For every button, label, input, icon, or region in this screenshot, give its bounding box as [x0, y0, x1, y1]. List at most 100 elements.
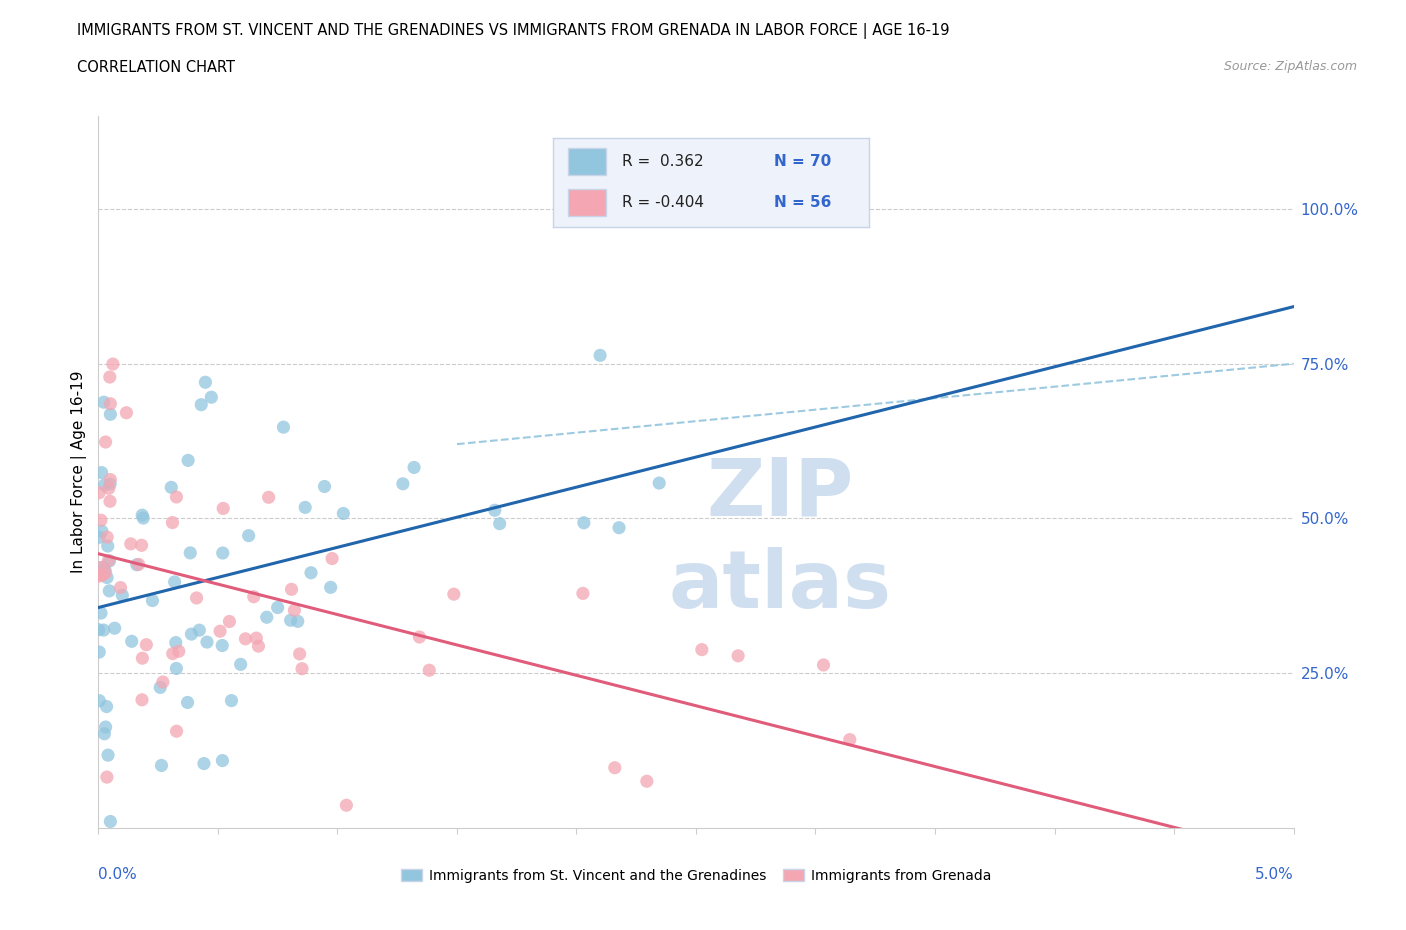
Point — [89, 644, 111, 659]
Y-axis label: In Labor Force | Age 16-19: In Labor Force | Age 16-19 — [72, 371, 87, 573]
Point — [299, 565, 322, 580]
Point — [94, 563, 117, 578]
Point — [280, 582, 302, 597]
Point — [89, 530, 111, 545]
Point — [636, 774, 658, 789]
Point — [120, 537, 142, 551]
Point — [165, 635, 187, 650]
Point — [838, 732, 860, 747]
Point — [166, 724, 188, 738]
Point — [96, 770, 118, 785]
Point — [648, 475, 671, 490]
Point — [152, 674, 174, 689]
Point — [110, 580, 132, 595]
Point — [90, 605, 112, 620]
Point — [111, 588, 134, 603]
Point — [163, 575, 186, 590]
Point — [98, 494, 121, 509]
Point — [167, 644, 190, 658]
Point — [280, 613, 302, 628]
Point — [291, 661, 314, 676]
Point — [128, 557, 150, 572]
Point — [418, 663, 440, 678]
Point — [97, 748, 120, 763]
Point — [93, 394, 115, 409]
Point — [97, 481, 120, 496]
Point — [97, 538, 120, 553]
Point — [727, 648, 749, 663]
Point — [211, 546, 233, 561]
Point — [408, 630, 430, 644]
Point — [131, 538, 153, 552]
Point — [97, 553, 120, 568]
Point — [257, 490, 280, 505]
Point — [209, 624, 232, 639]
Point — [572, 515, 595, 530]
Point — [91, 560, 114, 575]
Point — [131, 508, 153, 523]
Point — [242, 590, 264, 604]
Point — [90, 465, 112, 480]
Point — [283, 603, 305, 618]
Point — [98, 583, 121, 598]
Point — [195, 634, 218, 649]
Point — [150, 758, 173, 773]
Point — [166, 489, 188, 504]
Point — [96, 570, 118, 585]
Point — [131, 651, 153, 666]
Point — [135, 637, 157, 652]
Point — [335, 798, 357, 813]
Point — [256, 610, 278, 625]
Point — [165, 661, 187, 676]
Point — [190, 397, 212, 412]
Point — [176, 695, 198, 710]
Point — [266, 600, 288, 615]
Point — [98, 553, 121, 568]
Point — [101, 356, 124, 371]
Point — [179, 545, 201, 560]
Point — [392, 476, 415, 491]
Point — [177, 453, 200, 468]
Point — [149, 680, 172, 695]
Point — [484, 503, 506, 518]
Text: atlas: atlas — [668, 547, 891, 625]
Point — [98, 406, 122, 421]
Point — [141, 593, 163, 608]
Point — [200, 390, 222, 405]
Point — [162, 646, 184, 661]
Point — [294, 500, 316, 515]
Point — [589, 348, 612, 363]
Point — [98, 814, 122, 829]
Legend: Immigrants from St. Vincent and the Grenadines, Immigrants from Grenada: Immigrants from St. Vincent and the Gren… — [395, 863, 997, 888]
Point — [132, 511, 155, 525]
Point — [90, 512, 112, 527]
Point — [247, 639, 270, 654]
Point — [607, 520, 630, 535]
Text: 5.0%: 5.0% — [1254, 867, 1294, 882]
Point — [332, 506, 354, 521]
Point — [93, 623, 115, 638]
Point — [221, 693, 243, 708]
Point — [89, 568, 111, 583]
Point — [211, 638, 233, 653]
Point — [245, 631, 267, 645]
Point — [690, 643, 713, 658]
Point — [90, 524, 112, 538]
Point — [211, 753, 233, 768]
Point — [229, 657, 252, 671]
Text: Source: ZipAtlas.com: Source: ZipAtlas.com — [1223, 60, 1357, 73]
Point — [87, 622, 110, 637]
Point — [212, 501, 235, 516]
Point — [443, 587, 465, 602]
Point — [89, 560, 111, 575]
Point — [131, 692, 153, 707]
Text: IMMIGRANTS FROM ST. VINCENT AND THE GRENADINES VS IMMIGRANTS FROM GRENADA IN LAB: IMMIGRANTS FROM ST. VINCENT AND THE GREN… — [77, 23, 950, 39]
Point — [180, 627, 202, 642]
Point — [96, 699, 118, 714]
Text: ZIP: ZIP — [706, 455, 853, 532]
Point — [115, 405, 138, 420]
Point — [488, 516, 510, 531]
Point — [93, 726, 115, 741]
Point — [162, 515, 184, 530]
Point — [94, 720, 117, 735]
